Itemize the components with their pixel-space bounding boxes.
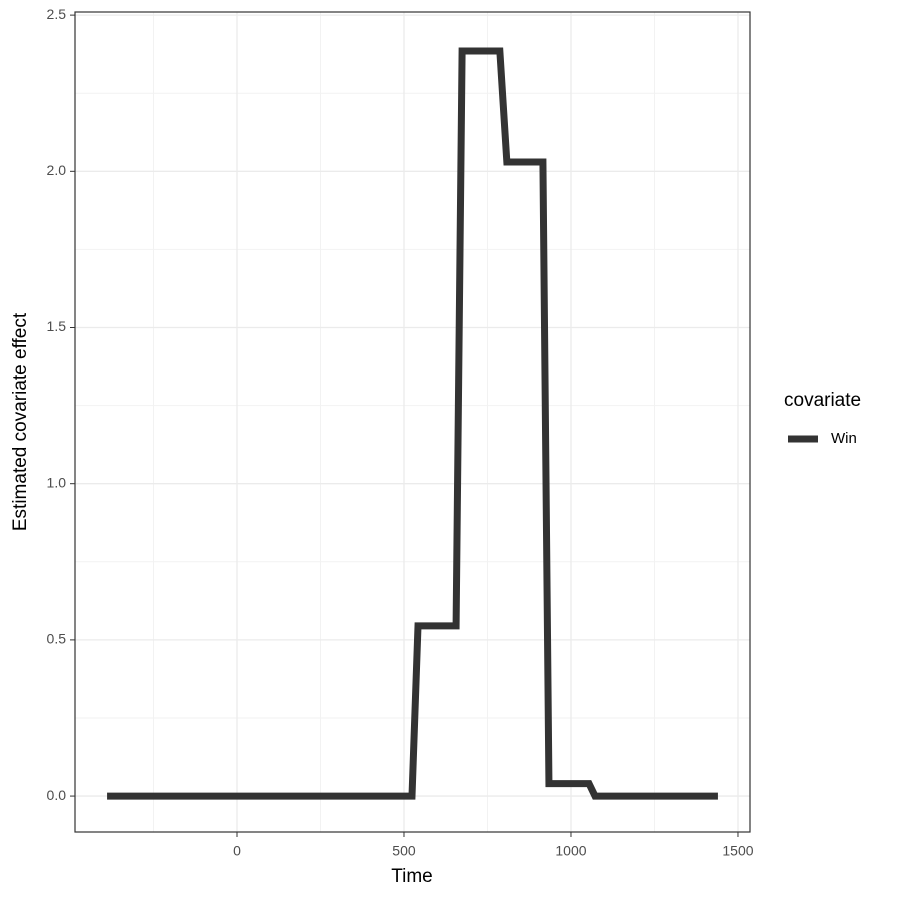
x-axis-label: Time bbox=[391, 866, 433, 887]
x-tick-label: 0 bbox=[233, 843, 241, 859]
line bbox=[107, 47, 718, 800]
legend-label: Win bbox=[831, 430, 857, 447]
x-tick-label: 500 bbox=[392, 843, 416, 859]
y-tick-label: 0.5 bbox=[47, 631, 67, 647]
y-tick-label: 0.0 bbox=[47, 787, 67, 803]
legend-title: covariate bbox=[784, 390, 861, 411]
legend: Win bbox=[788, 430, 857, 447]
y-tick-label: 2.5 bbox=[47, 6, 67, 22]
plot bbox=[107, 47, 718, 800]
x-tick-label: 1000 bbox=[555, 843, 586, 859]
y-axis-label: Estimated covariate effect bbox=[10, 312, 31, 531]
y-tick-label: 1.5 bbox=[47, 318, 67, 334]
x-tick-label: 1500 bbox=[722, 843, 753, 859]
y-tick-label: 1.0 bbox=[47, 474, 67, 490]
panel-border bbox=[74, 11, 751, 833]
y-tick-label: 2.0 bbox=[47, 162, 67, 178]
